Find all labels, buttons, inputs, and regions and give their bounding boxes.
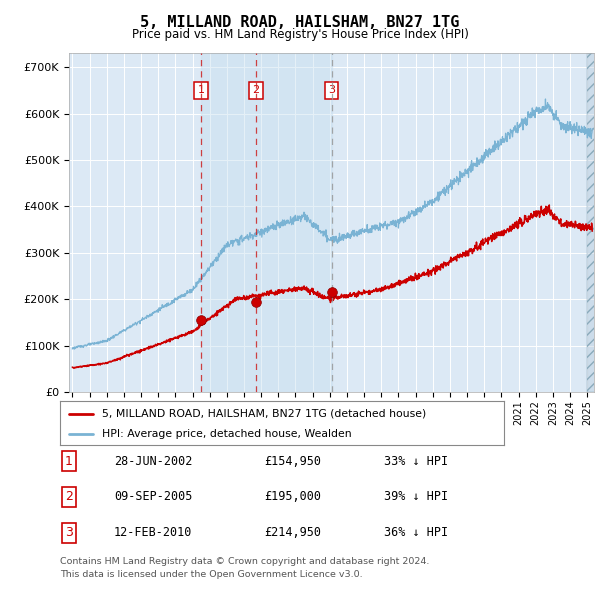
Text: 2: 2 — [65, 490, 73, 503]
Bar — [201, 53, 332, 392]
Text: Price paid vs. HM Land Registry's House Price Index (HPI): Price paid vs. HM Land Registry's House … — [131, 28, 469, 41]
Text: £195,000: £195,000 — [264, 490, 321, 503]
Text: 28-JUN-2002: 28-JUN-2002 — [114, 455, 193, 468]
Bar — [587, 53, 600, 392]
Text: 2: 2 — [252, 86, 259, 96]
Text: HPI: Average price, detached house, Wealden: HPI: Average price, detached house, Weal… — [102, 430, 352, 440]
Text: 39% ↓ HPI: 39% ↓ HPI — [384, 490, 448, 503]
Text: 33% ↓ HPI: 33% ↓ HPI — [384, 455, 448, 468]
Text: 5, MILLAND ROAD, HAILSHAM, BN27 1TG: 5, MILLAND ROAD, HAILSHAM, BN27 1TG — [140, 15, 460, 30]
Text: This data is licensed under the Open Government Licence v3.0.: This data is licensed under the Open Gov… — [60, 571, 362, 579]
Text: 1: 1 — [65, 455, 73, 468]
Bar — [587, 53, 600, 392]
Text: £154,950: £154,950 — [264, 455, 321, 468]
Text: 3: 3 — [65, 526, 73, 539]
Text: £214,950: £214,950 — [264, 526, 321, 539]
Text: 5, MILLAND ROAD, HAILSHAM, BN27 1TG (detached house): 5, MILLAND ROAD, HAILSHAM, BN27 1TG (det… — [102, 409, 427, 418]
Text: Contains HM Land Registry data © Crown copyright and database right 2024.: Contains HM Land Registry data © Crown c… — [60, 558, 430, 566]
Text: 36% ↓ HPI: 36% ↓ HPI — [384, 526, 448, 539]
Text: 12-FEB-2010: 12-FEB-2010 — [114, 526, 193, 539]
Text: 09-SEP-2005: 09-SEP-2005 — [114, 490, 193, 503]
Text: 1: 1 — [197, 86, 205, 96]
Text: 3: 3 — [328, 86, 335, 96]
